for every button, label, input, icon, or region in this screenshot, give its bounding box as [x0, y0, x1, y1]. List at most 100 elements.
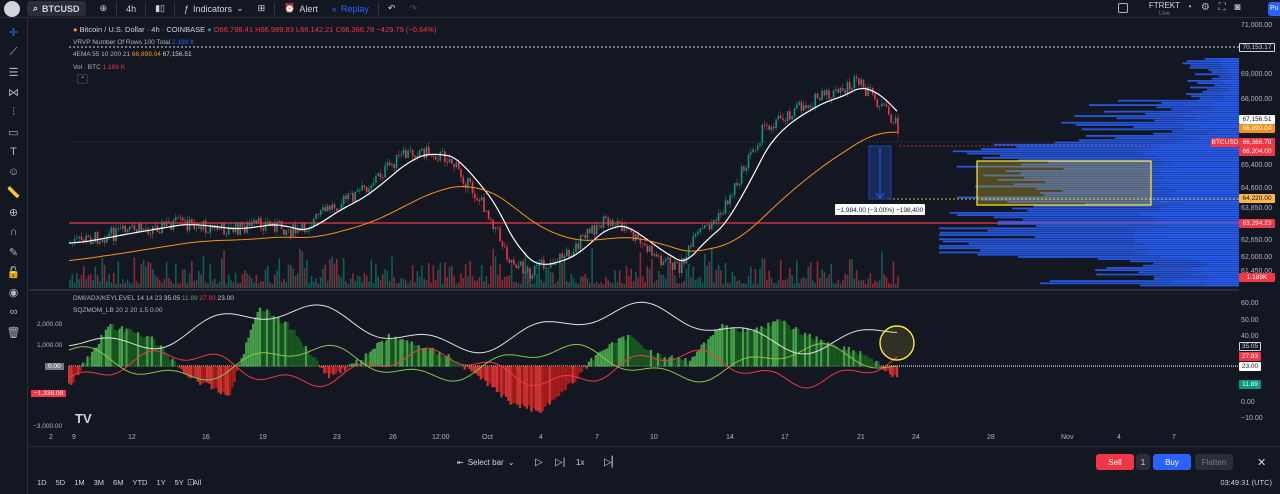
chart-legend-main[interactable]: ● Bitcoin / U.S. Dollar · 4h · COINBASE … — [73, 25, 437, 34]
candle-body — [860, 79, 862, 85]
quantity-field[interactable]: 1 — [1136, 454, 1150, 470]
horizontal-lines-icon[interactable]: ☰ — [8, 66, 19, 79]
range-3m[interactable]: 3M — [93, 478, 105, 487]
indicators-button[interactable]: ƒ Indicators ⌄ — [184, 3, 244, 14]
range-5y[interactable]: 5Y — [174, 478, 184, 487]
emoji-icon[interactable]: ☺ — [7, 166, 20, 178]
pattern-icon[interactable]: ⋈ — [8, 86, 19, 99]
crosshair-icon[interactable]: ✛ — [8, 26, 19, 39]
yellow-zone-box[interactable] — [976, 160, 1152, 206]
price-axis[interactable]: 71,000.00 70,153.17 69,000.00 68,000.00 … — [1211, 18, 1280, 446]
momentum-bar — [877, 361, 880, 367]
momentum-bar — [314, 357, 317, 367]
highlight-circle[interactable] — [879, 325, 915, 361]
vrvp-legend[interactable]: VRVP Number Of Rows 100 Total 2.199 K — [73, 39, 195, 46]
candle-body — [531, 275, 534, 279]
redo-button[interactable]: ↷ — [402, 0, 424, 18]
momentum-bar — [652, 354, 655, 367]
ruler-icon[interactable]: 📏 — [6, 186, 21, 199]
replay-button[interactable]: «Replay — [331, 3, 369, 14]
candle-body — [405, 149, 407, 158]
text-icon[interactable]: T — [10, 146, 17, 158]
range-1d[interactable]: 1D — [37, 478, 47, 487]
layout-square-icon[interactable] — [1118, 3, 1128, 13]
undo-button[interactable]: ↶ — [381, 0, 403, 18]
clock-label[interactable]: 03:49:31 (UTC) — [1220, 478, 1272, 487]
sqz-legend[interactable]: SQZMOM_LB 20 2 20 1.5 0.00 — [73, 307, 163, 314]
zoom-icon[interactable]: ⊕ — [8, 206, 19, 219]
candle-body — [117, 228, 120, 230]
close-replay-button[interactable]: ✕ — [1257, 454, 1266, 470]
candle-body — [234, 222, 237, 233]
time-axis[interactable]: 2 9 12 16 19 23 26 12:00 Oct 4 7 10 14 17 21 24 28 Nov 4 7 — [29, 432, 1239, 444]
lock-drawing-icon[interactable]: ✎ — [8, 246, 19, 259]
interval-button[interactable]: 4h — [126, 3, 137, 14]
select-bar-button[interactable]: ⇤ Select bar ⌄ — [457, 457, 515, 467]
buy-button[interactable]: Buy — [1153, 454, 1191, 470]
profile-row-up — [1162, 172, 1239, 175]
profile-row — [1153, 262, 1239, 265]
link-icon[interactable]: ∞ — [9, 306, 18, 318]
fib-icon[interactable]: ⫶ — [12, 105, 15, 118]
speed-button[interactable]: 1x — [576, 457, 585, 467]
candle-body — [823, 90, 826, 96]
gear-icon[interactable]: ⚙ — [1200, 2, 1210, 13]
volume-bar — [421, 265, 423, 288]
jump-to-realtime-button[interactable]: ▷▏ — [604, 454, 619, 470]
candle-body — [646, 245, 649, 252]
momentum-bar — [139, 335, 142, 367]
publish-button[interactable]: Pu — [1268, 2, 1280, 16]
momentum-bar — [684, 358, 687, 367]
volume-bar — [745, 283, 747, 288]
account-info[interactable]: FTREKT Live — [1148, 1, 1180, 18]
momentum-bar — [93, 347, 96, 367]
trendline-icon[interactable]: ⟋ — [9, 45, 18, 58]
volume-bar — [681, 283, 683, 288]
flatten-button[interactable]: Flatten — [1195, 454, 1233, 470]
trash-icon[interactable]: 🗑 — [6, 326, 21, 339]
candle-body — [110, 227, 113, 234]
momentum-bar — [146, 335, 149, 367]
volume-bar — [846, 274, 849, 288]
volume-bar — [699, 276, 701, 288]
ema-legend[interactable]: 4EMA 55 10 200 21 66,899.04 67,156.51 — [73, 51, 192, 58]
symbol-search[interactable]: ⌕ BTCUSD — [20, 0, 93, 18]
play-button[interactable]: ▷ — [535, 454, 543, 470]
volume-legend[interactable]: Vol · BTC 1.189 K — [73, 64, 126, 71]
momentum-bar — [419, 349, 423, 367]
range-1y[interactable]: 1Y — [156, 478, 166, 487]
volume-bar — [800, 278, 803, 288]
chart-area[interactable]: −1,984.00 (−3.00%) −198,400 TV ● Bitcoin… — [29, 18, 1239, 446]
magnet-icon[interactable]: ∩ — [9, 226, 18, 238]
fullscreen-icon[interactable]: ⛶ — [1218, 2, 1226, 13]
lock-icon[interactable]: 🔓 — [6, 266, 21, 279]
camera-icon[interactable]: ◙ — [1234, 2, 1241, 13]
range-6m[interactable]: 6M — [113, 478, 124, 487]
range-1m[interactable]: 1M — [74, 478, 85, 487]
alert-button[interactable]: ⏰ Alert — [284, 3, 318, 14]
select-bar-icon: ⇤ — [457, 457, 464, 467]
volume-bar — [462, 278, 465, 288]
dmi-legend[interactable]: DMI/ADX/KEYLEVEL 14 14 23 35.05 11.89 27… — [73, 295, 234, 302]
momentum-bar — [392, 339, 395, 367]
collapse-legend-button[interactable]: ⌃ — [77, 74, 89, 84]
layouts-button[interactable]: ⊞ — [251, 0, 273, 18]
eye-icon[interactable]: ◉ — [8, 286, 19, 299]
step-forward-button[interactable]: ▷| — [555, 454, 565, 470]
goto-date-icon[interactable]: ⊡ — [187, 477, 195, 487]
shapes-icon[interactable]: ▭ — [8, 126, 19, 139]
candle-body — [651, 245, 653, 256]
user-avatar[interactable] — [4, 0, 20, 17]
price-chart-canvas[interactable]: −1,984.00 (−3.00%) −198,400 TV — [29, 18, 1239, 446]
volume-bar — [526, 265, 529, 288]
bell-icon[interactable]: ◔ — [1186, 2, 1193, 13]
range-5d[interactable]: 5D — [55, 478, 66, 487]
compare-button[interactable]: ⊕ — [93, 0, 115, 18]
candle-body — [825, 90, 828, 96]
profile-row-up — [1219, 62, 1239, 65]
range-all[interactable]: All — [192, 478, 202, 487]
range-ytd[interactable]: YTD — [132, 478, 148, 487]
candle-body — [708, 224, 711, 230]
sell-button[interactable]: Sell — [1096, 454, 1134, 470]
chart-type-button[interactable]: ▮▯ — [148, 0, 172, 18]
